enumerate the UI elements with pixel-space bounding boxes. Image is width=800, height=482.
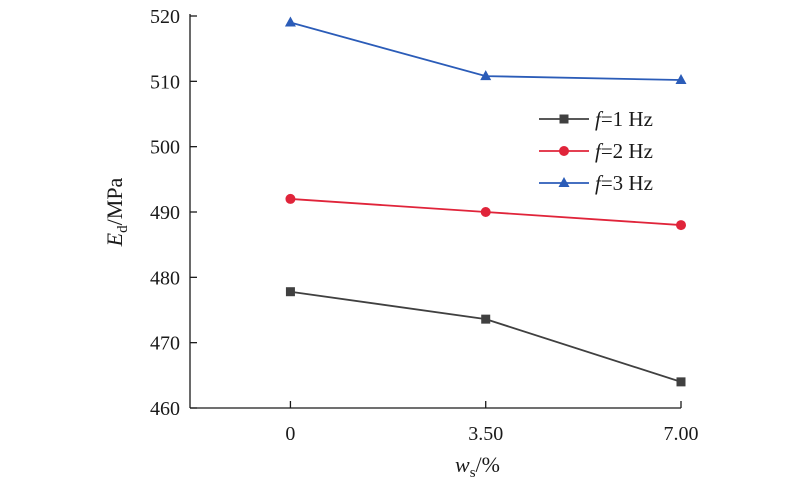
y-tick-label: 490 [150,202,180,224]
legend-item-1: f=1 Hz [539,107,653,131]
data-point [676,220,686,231]
series-layer [284,16,687,387]
y-ticks: 460 470 480 490 500 510 520 [150,6,197,420]
x-ticks: 0 3.50 7.00 [285,401,699,445]
legend-label-rest: =1 Hz [601,107,653,131]
y-tick-label: 500 [150,137,180,159]
y-axis-title: Ed/MPa [102,177,131,247]
legend-marker [558,177,570,187]
data-point [480,70,492,81]
legend-label: f=3 Hz [595,171,653,195]
y-tick-label: 520 [150,6,180,28]
legend-label: f=2 Hz [595,139,653,163]
x-tick-label: 3.50 [468,423,503,445]
y-tick-label: 480 [150,267,180,289]
y-tick-label: 510 [150,71,180,93]
y-tick-label: 460 [150,398,180,420]
legend-item-2: f=2 Hz [539,139,653,163]
data-point [675,74,687,85]
series-2 [285,193,686,231]
legend-label-italic: f [595,107,604,131]
x-axis-title-main: w [455,452,470,477]
x-axis-title-unit: /% [476,452,500,477]
series-3 [284,16,687,85]
x-axis-title-sub: s [470,465,476,481]
data-point [676,377,686,387]
legend-label-rest: =3 Hz [601,171,653,195]
legend-label-rest: =2 Hz [601,139,653,163]
x-tick-label: 0 [285,423,295,445]
data-point [480,207,491,217]
data-point [284,16,296,27]
axes [189,14,681,409]
series-1 [285,287,686,387]
data-point [481,314,491,324]
x-tick-label: 7.00 [664,423,699,445]
y-axis-title-main: E [102,232,127,247]
legend-item-3: f=3 Hz [539,171,653,195]
legend: f=1 Hzf=2 Hzf=3 Hz [539,107,653,195]
series-line [290,290,682,383]
legend-label-italic: f [595,139,604,163]
legend-marker [559,146,569,156]
legend-label: f=1 Hz [595,107,653,131]
data-point [285,193,296,204]
y-axis-title-unit: /MPa [102,177,127,225]
y-tick-label: 470 [150,333,180,355]
legend-marker [559,114,569,124]
y-axis-title-sub: d [115,225,131,233]
legend-label-italic: f [595,171,604,195]
data-point [285,287,295,297]
x-axis-title: ws/% [455,452,500,481]
